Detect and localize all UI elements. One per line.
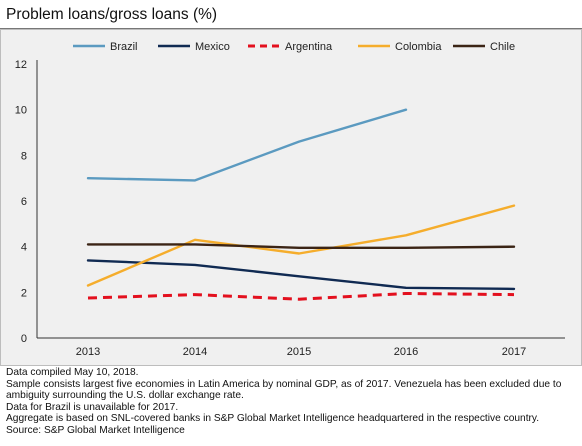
footnote-line: Source: S&P Global Market Intelligence bbox=[6, 424, 185, 436]
series-line-brazil bbox=[86, 108, 408, 182]
footnote-line: Aggregate is based on SNL-covered banks … bbox=[6, 413, 540, 425]
title-divider bbox=[0, 28, 582, 29]
x-tick-label: 2015 bbox=[287, 346, 311, 358]
y-tick-label: 8 bbox=[21, 150, 27, 162]
series-line-mexico bbox=[86, 259, 516, 291]
legend-label-chile: Chile bbox=[490, 41, 515, 53]
y-tick-label: 6 bbox=[21, 196, 27, 208]
line-chart: 0 2 4 6 8 10 12 2013 2014 2015 2016 2017 Brazil Mexic… bbox=[15, 41, 565, 358]
footnotes: Data compiled May 10, 2018. Sample consi… bbox=[6, 367, 578, 437]
y-tick-label: 0 bbox=[21, 333, 27, 345]
legend-label-colombia: Colombia bbox=[395, 41, 442, 53]
legend-label-mexico: Mexico bbox=[195, 41, 230, 53]
chart-title: Problem loans/gross loans (%) bbox=[6, 6, 218, 23]
footnote-line: Sample consists largest five economies i… bbox=[6, 378, 562, 390]
legend-label-argentina: Argentina bbox=[285, 41, 333, 53]
footnote-line: Data compiled May 10, 2018. bbox=[6, 367, 139, 378]
series-line-colombia bbox=[86, 204, 516, 287]
series-line-chile bbox=[86, 243, 516, 249]
x-tick-label: 2017 bbox=[502, 346, 526, 358]
series-line-argentina bbox=[87, 292, 515, 301]
y-tick-label: 2 bbox=[21, 287, 27, 299]
footnote-line: Data for Brazil is unavailable for 2017. bbox=[6, 401, 179, 413]
chart-area: 0 2 4 6 8 10 12 2013 2014 2015 2016 2017 Brazil Mexic… bbox=[0, 29, 582, 366]
y-tick-label: 12 bbox=[15, 59, 27, 71]
y-tick-label: 4 bbox=[21, 242, 27, 254]
legend-label-brazil: Brazil bbox=[110, 41, 138, 53]
x-tick-label: 2014 bbox=[183, 346, 207, 358]
x-tick-label: 2016 bbox=[394, 346, 418, 358]
footnote-line: ambiguity surrounding the U.S. dollar ex… bbox=[6, 390, 244, 402]
x-tick-label: 2013 bbox=[76, 346, 100, 358]
y-tick-label: 10 bbox=[15, 105, 27, 117]
